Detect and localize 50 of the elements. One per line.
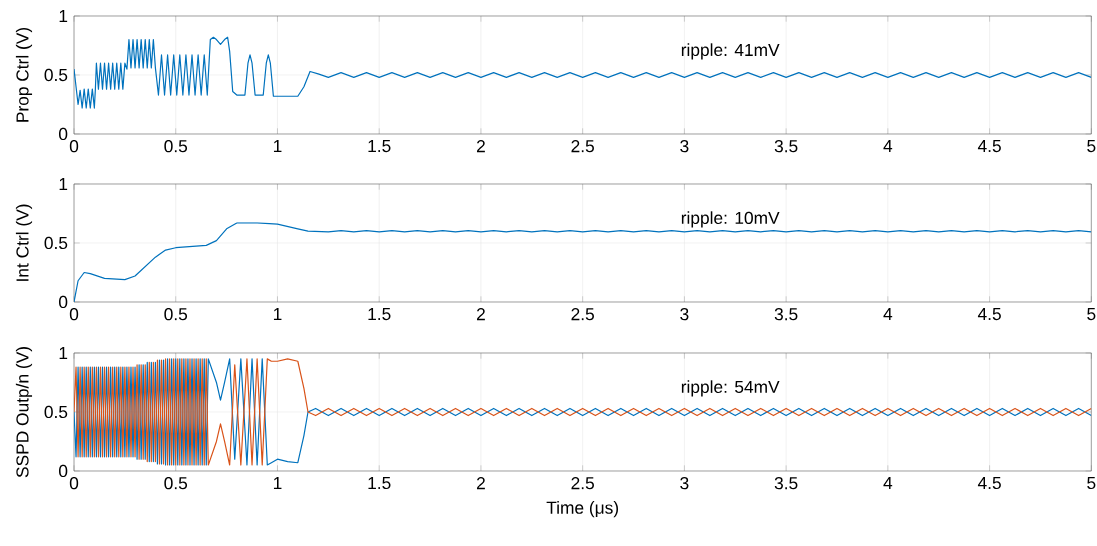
y-tick-label: 1 — [59, 10, 68, 22]
x-tick-label: 3.5 — [774, 308, 798, 321]
x-tick-label: 4.5 — [977, 140, 1001, 153]
y-tick-label: 0.5 — [44, 405, 68, 419]
x-tick-label: 4 — [883, 140, 893, 152]
x-tick-label: 2.5 — [571, 308, 594, 321]
x-tick-label: 0 — [69, 140, 79, 153]
x-tick-label: 1 — [273, 140, 282, 152]
x-tick-label: 1.5 — [368, 477, 391, 490]
y-axis-title: SSPD Outp/n (V) — [15, 347, 33, 478]
y-tick-label: 0.5 — [44, 68, 68, 82]
x-tick-label: 2.5 — [571, 477, 594, 490]
x-tick-label: 5 — [1087, 140, 1096, 153]
x-tick-label: 3 — [680, 477, 689, 490]
y-tick-label: 1 — [59, 347, 68, 359]
x-axis-title: Time (μs) — [546, 501, 619, 518]
annotation: ripple: 41mV — [681, 43, 780, 60]
annotation: ripple: 10mV — [681, 211, 780, 228]
y-axis-title: Int Ctrl (V) — [15, 204, 33, 281]
y-tick-label: 0.5 — [44, 236, 68, 250]
y-tick-label: 0 — [59, 464, 68, 478]
x-tick-label: 0.5 — [164, 308, 188, 321]
x-tick-label: 0.5 — [164, 477, 188, 490]
x-tick-label: 2 — [476, 140, 485, 153]
x-tick-label: 4 — [883, 308, 893, 320]
x-tick-label: 0 — [69, 477, 79, 490]
x-tick-label: 4 — [883, 477, 893, 489]
x-tick-label: 0.5 — [164, 140, 188, 153]
x-tick-label: 0 — [69, 308, 79, 321]
x-tick-label: 4.5 — [977, 308, 1001, 321]
y-tick-label: 0 — [59, 127, 68, 141]
y-axis-title: Prop Ctrl (V) — [15, 27, 33, 122]
annotation: ripple: 54mV — [681, 380, 780, 397]
x-tick-label: 2.5 — [571, 140, 594, 153]
x-tick-label: 2 — [476, 308, 485, 321]
x-tick-label: 3 — [680, 308, 689, 321]
x-tick-label: 3 — [680, 140, 689, 153]
y-tick-label: 0 — [59, 295, 68, 309]
x-tick-label: 1 — [273, 477, 282, 489]
x-tick-label: 4.5 — [977, 477, 1001, 490]
x-tick-label: 1.5 — [368, 308, 391, 321]
x-tick-label: 3.5 — [774, 477, 798, 490]
x-tick-label: 1 — [273, 308, 282, 320]
x-tick-label: 1.5 — [368, 140, 391, 153]
x-tick-label: 3.5 — [774, 140, 798, 153]
line-series — [74, 358, 1092, 466]
x-tick-label: 5 — [1087, 308, 1096, 321]
x-tick-label: 5 — [1087, 477, 1096, 490]
x-tick-label: 2 — [476, 477, 485, 490]
y-tick-label: 1 — [59, 178, 68, 190]
